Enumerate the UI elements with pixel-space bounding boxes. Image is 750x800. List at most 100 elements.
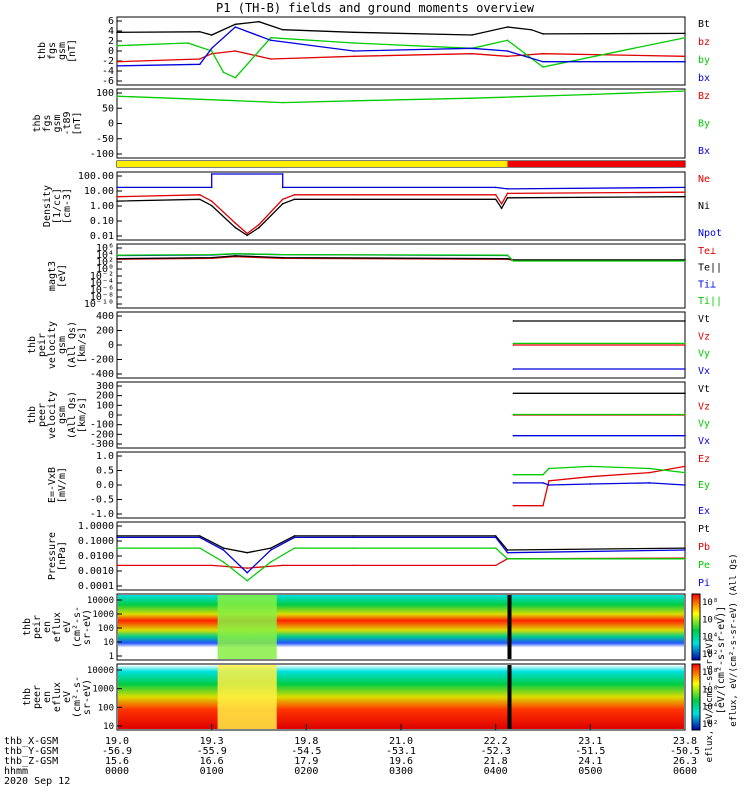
peir-spectrogram-ytick-3: 10 [103,638,114,648]
density-point-1-12 [684,195,686,198]
pressure-legend-Pi: Pi [698,578,710,589]
peer-spectrogram-cbtick-2: 10⁴ [702,703,718,713]
fgs-mag-point-1-6 [471,52,473,55]
xrow-2-val-5: 24.1 [578,756,602,767]
pressure-point-3-5 [293,536,296,539]
fgs-mag-t89-legend-Bz: Bz [698,91,710,102]
density-legend-Npot: Npot [698,228,722,239]
fgs-mag-point-2-6 [352,42,355,44]
fgs-mag-ytick-3: 0 [108,46,114,57]
peer-spectrogram-ylabel-4: eV [62,691,73,703]
fgs-mag-point-1-7 [506,55,509,58]
peer-velocity-point-2-1 [684,413,686,416]
fgs-mag-t89-ytick-1: 50 [102,103,114,114]
fgs-mag-point-0-3 [234,23,237,26]
peer-spectrogram-ylabel-2: en [42,691,53,703]
peer-velocity-ytick-4: -100 [90,420,114,431]
fgs-mag-t89-ylabel-4: [nT] [72,111,83,135]
xaxis-date: 2020 Sep 12 [4,776,70,787]
fgs-mag-point-2-0 [116,44,118,47]
density-point-0-1 [199,194,201,196]
fgs-mag-point-3-9 [684,60,686,63]
pressure-point-1-3 [281,564,284,567]
pressure-point-2-5 [293,547,296,549]
xrow-3-val-1: 0100 [200,766,224,777]
pressure-point-2-4 [270,561,272,563]
peir-spectrogram-colorbar [691,593,701,661]
pressure-point-3-8 [506,551,509,554]
pressure-point-2-0 [116,547,118,549]
temperature-point-1-2 [234,254,237,257]
peer-spectrogram-ylabel-3: eflux [52,682,63,712]
peer-velocity-ytick-2: 100 [96,400,114,411]
peir-velocity-ylabel-2: velocity [47,321,58,369]
peer-spectrogram-colorbar [691,663,701,731]
density-point-1-10 [500,207,503,210]
density-point-2-1 [210,186,213,189]
peir-velocity-point-2-0 [512,342,515,345]
e-field-point-2-1 [542,482,544,484]
fgs-mag-t89-ylabel-3: -t89 [62,111,73,135]
peir-velocity-ytick-0: 400 [96,311,114,322]
fgs-mag-ylabel-1: fgs [47,42,58,60]
fgs-mag-t89-ylabel-1: fgs [42,114,53,132]
peir-velocity-point-3-0 [512,368,515,370]
peir-spectrogram-gap [507,595,512,659]
peir-velocity-point-0-0 [512,320,515,322]
xrow-0-val-5: 23.1 [578,736,602,747]
peer-spectrogram-cbtick-1: 10⁶ [702,685,718,695]
density-point-2-5 [494,186,497,189]
peer-spectrogram-ylabel-6: sr-eV) [82,679,93,715]
pressure-point-0-3 [246,551,248,554]
fgs-mag-t89-ytick-3: -50 [96,134,114,145]
fgs-mag-point-2-9 [542,66,544,68]
density-point-2-6 [506,188,509,190]
peir-velocity-point-3-1 [684,368,686,370]
pressure-point-1-1 [210,564,213,567]
fgs-mag-point-2-1 [187,42,189,44]
colorbar-label-3: eflux, eV/(cm²-s-sr-eV) [705,638,715,763]
peir-spectrogram-ylabel-6: sr-eV) [82,609,93,645]
fgs-mag-point-3-0 [116,65,118,67]
fgs-mag-point-3-1 [199,63,201,66]
density-point-0-6 [281,198,284,201]
peir-velocity-ytick-2: 0 [108,340,114,351]
peer-spectrogram-spectrum [118,665,684,729]
fgs-mag-series-Bt [116,21,686,36]
fgs-mag-legend-Bt: Bt [698,19,710,30]
peer-velocity-ylabel-1: peer [37,403,48,427]
xrow-2-val-1: 16.6 [200,756,224,767]
density-point-0-4 [246,232,248,235]
temperature-ytick-6: 10⁻⁶ [90,285,114,296]
fgs-mag-point-2-2 [210,50,213,52]
temperature-ytick-5: 10⁻⁴ [90,278,114,289]
mode-bar-segment-0 [117,161,508,167]
density-series-Ne [116,191,686,235]
fgs-mag-t89-point-1-5 [589,93,592,96]
pressure-point-3-9 [684,549,686,551]
temperature-ytick-1: 10⁴ [96,250,114,261]
temperature-point-3-6 [684,260,686,262]
peer-velocity-ytick-0: 300 [96,381,114,392]
density-ylabel-0: Density [42,185,53,227]
xrow-0-val-6: 23.8 [673,736,697,747]
peer-spectrogram-gap [507,665,512,729]
peer-velocity-legend-Vx: Vx [698,436,710,447]
temperature-point-3-1 [210,253,213,256]
pressure-point-1-2 [246,567,248,569]
xrow-1-val-6: -50.5 [670,746,700,757]
peir-spectrogram-cbtick-3: 10² [702,650,718,660]
pressure-point-0-0 [116,535,118,537]
e-field-point-2-2 [548,484,550,486]
fgs-mag-t89-point-1-0 [116,95,118,97]
peer-velocity-legend-Vy: Vy [698,419,710,430]
pressure-point-0-9 [684,547,686,549]
fgs-mag-point-0-4 [258,20,260,23]
peir-velocity-point-1-1 [684,344,686,346]
peir-velocity-point-0-1 [684,320,686,322]
fgs-mag-ytick-4: -2 [102,56,114,67]
fgs-mag-point-1-3 [234,50,237,52]
e-field-ylabel-0: E=-VxB [47,467,58,503]
temperature-ylabel-1: [eV] [57,264,68,288]
density-series-Ni [116,196,686,237]
